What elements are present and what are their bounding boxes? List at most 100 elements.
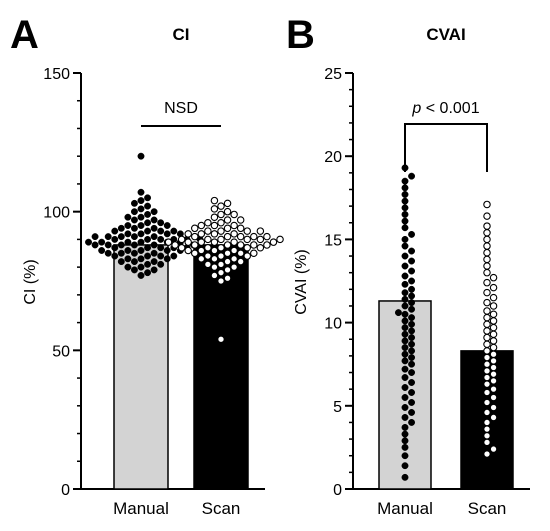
data-point-manual-a	[137, 205, 145, 213]
data-point-scan-a	[191, 241, 199, 249]
data-point-scan-a	[250, 232, 258, 241]
data-point-manual-a	[163, 247, 171, 254]
data-point-scan-a	[263, 232, 271, 241]
data-point-scan-a	[243, 235, 251, 244]
data-point-manual-a	[111, 244, 119, 252]
data-point-manual-b	[401, 344, 409, 352]
data-point-manual-a	[124, 213, 132, 221]
data-point-manual-a	[137, 188, 145, 196]
data-point-scan-b	[483, 353, 491, 362]
data-point-scan-a	[236, 241, 245, 249]
data-point-scan-a	[210, 213, 219, 221]
data-point-manual-a	[117, 233, 125, 241]
data-point-scan-a	[230, 210, 238, 219]
data-point-manual-b	[408, 360, 416, 368]
data-point-manual-b	[408, 247, 416, 255]
data-point-scan-b	[483, 388, 491, 397]
data-point-scan-b	[489, 357, 498, 365]
data-point-scan-b	[483, 222, 491, 230]
data-point-manual-b	[401, 473, 409, 481]
data-point-manual-a	[130, 199, 138, 207]
data-point-manual-b	[408, 314, 416, 322]
data-point-scan-a	[217, 227, 225, 235]
data-point-manual-b	[408, 340, 416, 348]
data-point-scan-a	[210, 263, 219, 271]
data-point-manual-a	[150, 208, 158, 216]
data-point-scan-a	[217, 219, 225, 227]
data-point-scan-a	[210, 205, 219, 213]
data-point-manual-a	[150, 249, 158, 257]
data-point-manual-a	[137, 152, 145, 160]
data-point-scan-a	[236, 257, 245, 266]
significance-bracket-b	[404, 123, 488, 172]
data-point-manual-a	[150, 266, 158, 274]
data-point-manual-a	[137, 255, 145, 263]
data-point-manual-a	[117, 249, 125, 257]
data-point-manual-b	[408, 334, 416, 342]
chart-marks-layer: 0 50 100 150 0 5 10 15 20 25	[43, 66, 530, 499]
data-point-manual-a	[91, 233, 99, 241]
data-point-scan-a	[210, 196, 219, 205]
data-point-manual-b	[408, 172, 416, 180]
data-point-manual-b	[408, 409, 416, 416]
data-point-manual-b	[401, 350, 409, 358]
data-point-scan-b	[489, 445, 498, 453]
data-point-manual-a	[144, 235, 152, 243]
data-point-manual-b	[401, 337, 409, 345]
y-tick-label-b: 0	[333, 482, 342, 499]
data-point-manual-b	[401, 217, 409, 225]
data-point-scan-b	[483, 255, 491, 264]
data-point-manual-b	[401, 374, 409, 381]
data-point-manual-b	[401, 430, 409, 438]
data-point-manual-a	[130, 258, 138, 266]
data-point-scan-b	[483, 425, 491, 433]
data-point-scan-b	[483, 212, 491, 220]
p-value-text: < 0.001	[421, 100, 479, 117]
data-point-manual-a	[157, 227, 165, 235]
data-point-scan-a	[197, 255, 206, 263]
data-point-scan-a	[230, 230, 238, 238]
data-point-scan-a	[230, 246, 238, 255]
significance-label-nsd: NSD	[164, 100, 198, 117]
data-point-manual-a	[130, 208, 138, 216]
data-point-scan-b	[489, 343, 498, 352]
data-point-manual-a	[124, 255, 132, 263]
data-point-manual-a	[98, 238, 106, 246]
data-point-scan-b	[489, 363, 498, 372]
data-point-manual-b	[401, 204, 409, 212]
data-point-manual-b	[408, 418, 416, 426]
data-point-manual-b	[401, 413, 409, 421]
data-point-manual-b	[401, 289, 409, 297]
data-point-scan-b	[483, 450, 491, 458]
y-tick-label-b: 10	[324, 316, 342, 333]
data-point-scan-b	[483, 373, 491, 382]
data-point-scan-b	[489, 302, 498, 310]
data-point-manual-a	[91, 241, 99, 249]
data-point-scan-a	[204, 260, 212, 269]
data-point-scan-b	[489, 283, 498, 292]
data-point-manual-b	[401, 280, 409, 288]
data-point-scan-a	[171, 241, 179, 249]
data-point-manual-a	[144, 260, 152, 268]
data-point-scan-a	[184, 230, 192, 238]
data-point-scan-a	[223, 266, 232, 274]
panel-letter-b: B	[286, 13, 315, 57]
data-point-manual-a	[170, 227, 178, 235]
data-point-manual-a	[130, 249, 138, 257]
data-point-scan-b	[489, 323, 498, 332]
data-point-scan-b	[489, 293, 498, 302]
y-tick-label-a: 0	[61, 482, 70, 499]
data-point-scan-a	[223, 274, 232, 282]
data-point-scan-a	[217, 235, 225, 244]
data-point-manual-a	[117, 241, 125, 249]
data-point-scan-b	[483, 278, 491, 287]
data-point-scan-b	[483, 262, 491, 270]
category-label-scan-a: Scan	[202, 499, 241, 518]
y-tick-label-b: 5	[333, 399, 342, 416]
data-point-manual-a	[137, 238, 145, 246]
data-point-scan-a	[204, 227, 212, 235]
data-point-scan-b	[483, 418, 491, 427]
data-point-scan-a	[243, 252, 251, 260]
data-point-manual-a	[163, 230, 171, 238]
